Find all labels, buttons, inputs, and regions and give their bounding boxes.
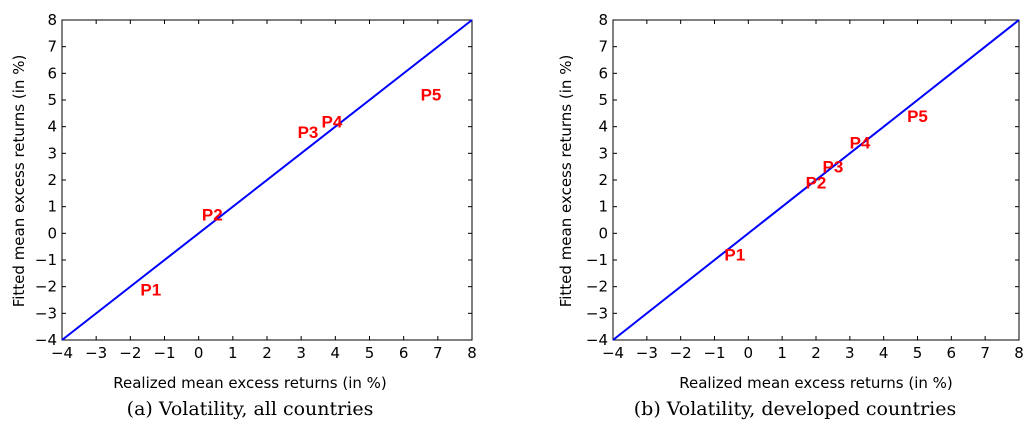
y-tick-label: 1 <box>47 198 57 216</box>
y-tick-label: −2 <box>35 278 57 296</box>
y-tick-label: 5 <box>47 91 57 109</box>
svg-text:Fitted mean excess returns (in: Fitted mean excess returns (in %) <box>557 55 575 308</box>
point-label-p2: P2 <box>806 174 827 193</box>
reference-line <box>61 19 473 341</box>
x-tick-label: 3 <box>296 344 306 362</box>
y-tick-label: 3 <box>47 144 57 162</box>
x-tick-label: 8 <box>1014 344 1024 362</box>
y-tick-label: 8 <box>598 11 608 29</box>
reference-line <box>612 19 1020 341</box>
x-tick-label: 0 <box>744 344 754 362</box>
y-tick-label: 7 <box>47 38 57 56</box>
y-tick-label: 0 <box>598 224 608 242</box>
y-tick-label: 7 <box>598 38 608 56</box>
y-tick-label: 2 <box>598 171 608 189</box>
x-tick-label: 2 <box>811 344 821 362</box>
chart-a-plot: Fitted mean excess returns (in %) Realiz… <box>10 11 477 392</box>
y-tick-label: 4 <box>47 118 57 136</box>
x-tick-label: −3 <box>85 344 107 362</box>
y-tick-label: 1 <box>598 198 608 216</box>
x-tick-label: 1 <box>777 344 787 362</box>
y-tick-label: 2 <box>47 171 57 189</box>
plot-area: −4 −3 −2 −1 0 1 2 3 4 5 6 7 8 −4 −3 −2 −1 0 1 2 3 4 5 6 7 8 P1 P2 P3… <box>35 11 477 362</box>
x-tick-label: 5 <box>913 344 923 362</box>
x-tick-label: −4 <box>51 344 73 362</box>
x-axis-label: Realized mean excess returns (in %) <box>679 374 953 392</box>
x-tick-label: 6 <box>399 344 409 362</box>
plot-area: −4 −3 −2 −1 0 1 2 3 4 5 6 7 8 −4 −3 −2 −1 0 1 2 3 4 5 6 7 8 P1 P2P3… <box>586 11 1024 362</box>
caption-b: (b) Volatility, developed countries <box>633 398 957 420</box>
y-tick-label: 8 <box>47 11 57 29</box>
x-tick-label: −3 <box>636 344 658 362</box>
point-label-p5: P5 <box>907 107 928 126</box>
y-tick-label: 6 <box>598 64 608 82</box>
point-label-p5: P5 <box>421 86 442 105</box>
x-tick-label: −1 <box>703 344 725 362</box>
point-label-p3: P3 <box>298 123 319 142</box>
y-tick-label: −1 <box>586 251 608 269</box>
y-axis-label: Fitted mean excess returns (in %) <box>10 55 28 308</box>
x-axis-label: Realized mean excess returns (in %) <box>113 374 387 392</box>
point-label-p4: P4 <box>322 112 343 131</box>
point-label-p1: P1 <box>140 280 161 299</box>
y-tick-label: 3 <box>598 144 608 162</box>
x-tick-label: −2 <box>119 344 141 362</box>
svg-text:Fitted mean excess returns (in: Fitted mean excess returns (in %) <box>10 55 28 308</box>
y-tick-label: 4 <box>598 118 608 136</box>
point-label-p3: P3 <box>823 158 844 177</box>
x-tick-label: 4 <box>879 344 889 362</box>
point-label-p1: P1 <box>724 246 745 265</box>
x-tick-label: 1 <box>228 344 238 362</box>
x-tick-label: 7 <box>433 344 443 362</box>
x-tick-label: −4 <box>602 344 624 362</box>
x-tick-label: −2 <box>670 344 692 362</box>
x-tick-label: 4 <box>331 344 341 362</box>
x-tick-label: 3 <box>845 344 855 362</box>
x-tick-label: 8 <box>467 344 477 362</box>
y-tick-label: 6 <box>47 64 57 82</box>
x-tick-label: 6 <box>947 344 957 362</box>
y-tick-label: −4 <box>35 331 57 349</box>
y-tick-label: 5 <box>598 91 608 109</box>
x-tick-label: 0 <box>194 344 204 362</box>
y-tick-label: −4 <box>586 331 608 349</box>
y-tick-label: −3 <box>35 304 57 322</box>
y-tick-label: −2 <box>586 278 608 296</box>
caption-a: (a) Volatility, all countries <box>126 398 374 420</box>
point-label-p2: P2 <box>202 206 223 225</box>
y-tick-label: −3 <box>586 304 608 322</box>
x-tick-label: −1 <box>153 344 175 362</box>
x-tick-label: 7 <box>980 344 990 362</box>
x-tick-label: 5 <box>365 344 375 362</box>
y-axis-label: Fitted mean excess returns (in %) <box>557 55 575 308</box>
x-tick-label: 2 <box>262 344 272 362</box>
point-label-p4: P4 <box>850 134 871 153</box>
chart-b-plot: Fitted mean excess returns (in %) Realiz… <box>557 11 1024 392</box>
y-tick-label: −1 <box>35 251 57 269</box>
y-tick-label: 0 <box>47 224 57 242</box>
